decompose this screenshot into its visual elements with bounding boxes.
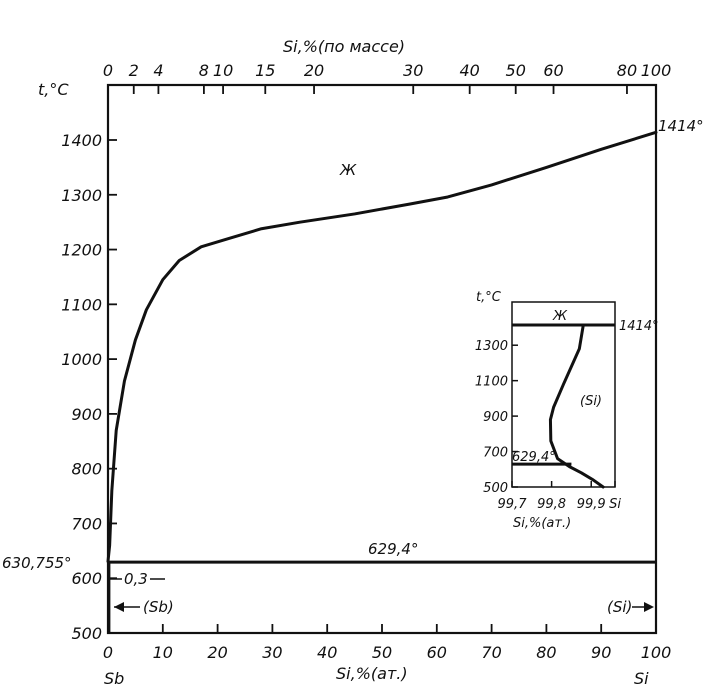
inset-x-axis-label: Si,%(ат.): [513, 516, 571, 531]
x-tick-label-top: 8: [199, 61, 209, 80]
y-tick-label: 600: [71, 569, 102, 588]
x-tick-label-top: 15: [255, 61, 275, 80]
x-tick-label-bottom: 0: [103, 643, 113, 662]
y-tick-label: 1300: [61, 186, 102, 205]
left-element-label: Sb: [104, 669, 124, 688]
inset-x-tick-label: 99,7: [498, 497, 528, 512]
inset-si-phase-label: (Si): [580, 394, 602, 409]
x-tick-label-bottom: 80: [536, 643, 556, 662]
sb-arrow-head: [114, 602, 124, 612]
liquid-region-label: Ж: [339, 161, 357, 179]
x-tick-label-top: 20: [304, 61, 324, 80]
bottom-x-axis-label: Si,%(ат.): [336, 664, 408, 683]
x-tick-label-top: 40: [460, 61, 480, 80]
sb-phase-label: (Sb): [143, 598, 174, 616]
inset-liquid-label: Ж: [552, 309, 568, 324]
y-tick-label: 1100: [61, 295, 102, 314]
right-element-label: Si: [634, 669, 649, 688]
y-tick-label: 900: [71, 405, 102, 424]
y-tick-label: 800: [71, 460, 102, 479]
x-tick-label-bottom: 60: [427, 643, 447, 662]
eutectic-composition-label: 0,3: [124, 570, 148, 588]
x-tick-label-bottom: 50: [372, 643, 392, 662]
x-tick-label-bottom: 20: [207, 643, 227, 662]
liquidus-curve: [106, 130, 658, 563]
y-tick-label: 500: [71, 624, 102, 643]
si-melting-label: 1414°: [658, 117, 704, 135]
x-tick-label-bottom: 10: [153, 643, 173, 662]
x-tick-label-top: 4: [153, 61, 163, 80]
x-tick-label-bottom: 40: [317, 643, 337, 662]
sb-melting-label: 630,755°: [2, 554, 72, 572]
x-tick-label-bottom: 70: [481, 643, 501, 662]
inset-y-tick-label: 500: [483, 481, 508, 496]
x-tick-label-top: 10: [213, 61, 233, 80]
x-tick-label-top: 60: [543, 61, 563, 80]
eutectic-temp-label: 629,4°: [368, 540, 418, 558]
x-tick-label-top: 0: [103, 61, 113, 80]
inset-y-tick-label: 900: [483, 410, 508, 425]
inset-solvus-curve: [548, 323, 605, 489]
y-tick-label: 700: [71, 514, 102, 533]
si-phase-label: (Si): [607, 598, 632, 616]
x-tick-label-top: 80: [617, 61, 637, 80]
inset-x-tick-label: 99,9: [577, 497, 606, 512]
inset-si-melting-label: 1414°: [619, 319, 659, 334]
x-tick-label-bottom: 30: [262, 643, 282, 662]
x-tick-label-bottom: 90: [591, 643, 611, 662]
y-tick-label: 1200: [61, 241, 102, 260]
x-tick-label-bottom: 100: [641, 643, 672, 662]
inset-frame: [511, 301, 616, 488]
y-axis-label: t,°C: [38, 80, 69, 99]
inset-eutectic-label: 629,4°: [512, 450, 556, 465]
inset-y-tick-label: 1100: [475, 375, 508, 390]
x-tick-label-top: 2: [129, 61, 139, 80]
top-x-axis-label: Si,%(по массе): [283, 37, 405, 56]
inset-y-tick-label: 1300: [475, 339, 508, 354]
inset-x-tick-label: Si: [609, 497, 621, 512]
x-tick-label-top: 30: [403, 61, 423, 80]
inset-y-tick-label: 700: [483, 446, 508, 461]
y-tick-label: 1400: [61, 131, 102, 150]
y-tick-label: 1000: [61, 350, 102, 369]
inset-y-axis-label: t,°C: [476, 290, 502, 305]
x-tick-label-top: 50: [506, 61, 526, 80]
x-tick-label-top: 100: [641, 61, 672, 80]
inset-x-tick-label: 99,8: [537, 497, 566, 512]
si-arrow-head: [644, 602, 654, 612]
